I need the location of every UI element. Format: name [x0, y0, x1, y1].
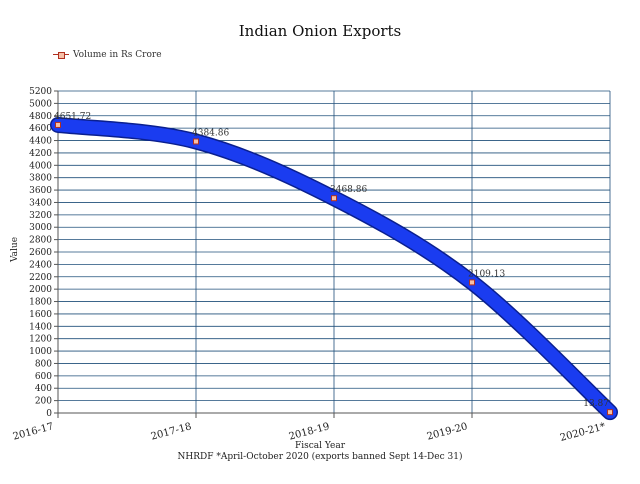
- y-tick-label: 400: [35, 384, 52, 394]
- chart-title: Indian Onion Exports: [238, 22, 402, 40]
- legend-swatch: [53, 50, 69, 60]
- y-tick-label: 600: [35, 372, 52, 382]
- y-tick-label: 3600: [29, 186, 52, 196]
- y-tick-label: 4000: [29, 161, 52, 171]
- x-tick-label: 2018-19: [288, 421, 331, 442]
- y-tick-label: 800: [35, 359, 52, 369]
- y-tick-label: 5200: [29, 87, 52, 97]
- y-tick-label: 0: [46, 409, 52, 419]
- y-tick-label: 3800: [29, 174, 52, 184]
- chart-footnote: NHRDF *April-October 2020 (exports banne…: [177, 452, 463, 462]
- data-point: [193, 138, 199, 145]
- y-tick-label: 3200: [29, 211, 52, 221]
- y-tick-label: 2400: [29, 260, 52, 270]
- y-tick-label: 4600: [29, 124, 52, 134]
- y-tick-label: 4400: [29, 137, 52, 147]
- y-tick-label: 1800: [29, 298, 52, 308]
- y-tick-label: 1200: [29, 335, 52, 345]
- y-tick-label: 2000: [29, 285, 52, 295]
- legend-label: Volume in Rs Crore: [73, 50, 162, 60]
- legend: Volume in Rs Crore: [53, 50, 162, 60]
- y-tick-label: 1600: [29, 310, 52, 320]
- y-axis-label: Value: [10, 236, 20, 262]
- y-tick-label: 5000: [29, 99, 52, 109]
- data-point: [55, 121, 61, 128]
- data-label: 2109.13: [468, 269, 505, 279]
- data-label: 13.87: [583, 399, 609, 409]
- data-label: 4384.86: [192, 128, 229, 138]
- y-tick-label: 2600: [29, 248, 52, 258]
- data-point: [331, 195, 337, 202]
- y-tick-label: 1400: [29, 322, 52, 332]
- data-point: [607, 409, 613, 416]
- x-tick-label: 2016-17: [12, 421, 55, 442]
- y-tick-label: 2800: [29, 236, 52, 246]
- y-tick-label: 4200: [29, 149, 52, 159]
- y-tick-label: 4800: [29, 112, 52, 122]
- x-tick-label: 2019-20: [426, 421, 469, 442]
- y-tick-label: 2200: [29, 273, 52, 283]
- data-label: 4651.72: [54, 112, 91, 122]
- x-axis-label: Fiscal Year: [294, 441, 346, 451]
- y-tick-label: 200: [35, 397, 52, 407]
- y-tick-label: 3400: [29, 198, 52, 208]
- data-point: [469, 279, 475, 286]
- y-tick-label: 1000: [29, 347, 52, 357]
- y-tick-label: 3000: [29, 223, 52, 233]
- x-tick-label: 2017-18: [150, 421, 193, 442]
- data-label: 3468.86: [330, 185, 367, 195]
